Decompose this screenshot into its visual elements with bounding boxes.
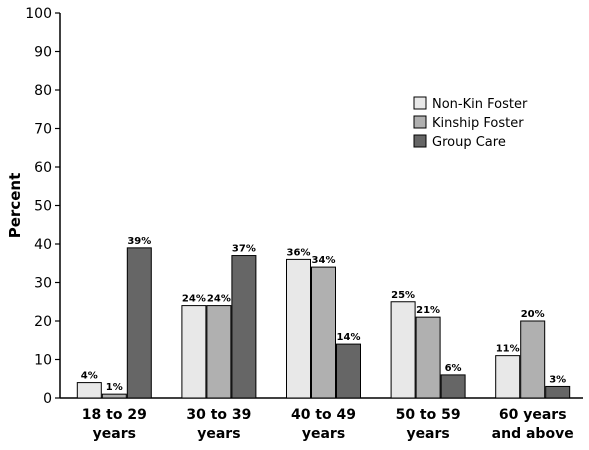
legend-swatch bbox=[413, 96, 427, 110]
legend-label: Group Care bbox=[432, 135, 506, 150]
category-label: years bbox=[406, 426, 449, 442]
data-label: 4% bbox=[81, 371, 98, 382]
bar-group-care-2 bbox=[336, 343, 361, 399]
y-tick-label: 80 bbox=[34, 83, 52, 99]
category-labels-group: 18 to 29 years 30 to 39 years 40 to 49 years 5… bbox=[82, 407, 574, 442]
data-label: 39% bbox=[127, 236, 151, 247]
data-label: 14% bbox=[337, 332, 361, 343]
bar-group-care-0 bbox=[126, 247, 152, 399]
legend: Non-Kin Foster Kinship Foster Group Care bbox=[413, 96, 528, 150]
data-label: 24% bbox=[207, 294, 231, 305]
category-label: 30 to 39 bbox=[186, 407, 251, 423]
bar-non-kin-foster-4 bbox=[495, 355, 521, 399]
data-label: 36% bbox=[287, 247, 311, 258]
y-tick-label: 70 bbox=[34, 122, 52, 138]
y-tick-label: 10 bbox=[34, 353, 52, 369]
y-tick-label: 30 bbox=[34, 276, 52, 292]
bar-group-care-3 bbox=[440, 374, 466, 399]
data-label: 37% bbox=[232, 244, 256, 255]
data-label: 3% bbox=[549, 374, 566, 385]
data-label: 11% bbox=[496, 344, 520, 355]
bar-non-kin-foster-3 bbox=[390, 301, 416, 399]
category-label: years bbox=[197, 426, 240, 442]
legend-label: Non-Kin Foster bbox=[432, 97, 528, 112]
bar-kinship-foster-2 bbox=[311, 266, 336, 399]
data-label: 21% bbox=[416, 305, 440, 316]
category-label: 18 to 29 bbox=[82, 407, 147, 423]
category-label: years bbox=[93, 426, 136, 442]
data-label: 20% bbox=[521, 309, 545, 320]
legend-swatch bbox=[413, 115, 427, 129]
y-tick-label: 100 bbox=[25, 6, 52, 22]
y-tick-label: 0 bbox=[43, 391, 52, 407]
y-axis-ticks: 0 10 20 30 40 50 60 70 80 90 100 bbox=[25, 6, 60, 407]
bar-series-group bbox=[76, 247, 571, 399]
data-label: 25% bbox=[391, 290, 415, 301]
category-label: and above bbox=[492, 426, 574, 442]
category-label: 40 to 49 bbox=[291, 407, 356, 423]
y-tick-label: 50 bbox=[34, 199, 52, 215]
y-tick-label: 40 bbox=[34, 237, 52, 253]
data-labels-group: 4% 1% 39% 24% 24% 37% 36%34% 14% 25%21% 6% 11% 20% 3… bbox=[81, 236, 566, 393]
y-tick-label: 20 bbox=[34, 314, 52, 330]
bar-kinship-foster-1 bbox=[206, 305, 232, 399]
legend-swatch bbox=[413, 134, 427, 148]
y-tick-label: 60 bbox=[34, 160, 52, 176]
bar-kinship-foster-4 bbox=[520, 320, 546, 399]
category-label: 60 years bbox=[499, 407, 567, 423]
bar-group-care-4 bbox=[545, 385, 571, 399]
y-tick-label: 90 bbox=[34, 45, 52, 61]
bar-kinship-foster-3 bbox=[415, 316, 441, 399]
data-label: 24% bbox=[182, 294, 206, 305]
bar-group-care-1 bbox=[231, 255, 257, 399]
y-axis-title: Percent bbox=[6, 173, 24, 238]
category-label: 50 to 59 bbox=[396, 407, 461, 423]
bar-non-kin-foster-2 bbox=[286, 258, 311, 399]
data-label: 34% bbox=[312, 255, 336, 266]
bar-non-kin-foster-1 bbox=[181, 305, 207, 399]
bar-kinship-foster-0 bbox=[101, 393, 127, 399]
data-label: 6% bbox=[445, 363, 462, 374]
data-label: 1% bbox=[106, 382, 123, 393]
category-label: years bbox=[302, 426, 345, 442]
legend-label: Kinship Foster bbox=[432, 116, 524, 131]
bar-non-kin-foster-0 bbox=[76, 382, 102, 399]
